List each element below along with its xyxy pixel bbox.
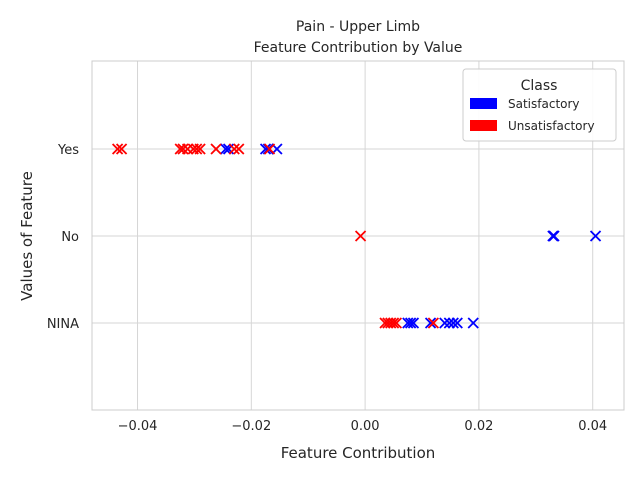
y-tick-label: Yes [57,143,79,158]
y-axis-label: Values of Feature [18,171,36,301]
x-tick-label: −0.04 [118,419,158,434]
data-point [263,143,276,155]
y-tick-labels: Yes No NINA [47,143,79,332]
x-tick-label: 0.00 [351,419,380,434]
legend-swatch-unsatisfactory [470,120,497,131]
legend: Class Satisfactory Unsatisfactory [462,68,617,142]
data-point [354,230,367,242]
data-point [210,143,222,155]
data-point [387,317,400,329]
legend-title: Class [521,78,558,94]
data-point [177,143,189,155]
data-point [548,230,560,242]
data-points [111,143,602,329]
x-tick-label: 0.04 [578,419,607,434]
x-tick-label: −0.02 [231,419,271,434]
data-point [447,317,459,329]
legend-swatch-satisfactory [470,98,497,109]
plot-frame [91,60,625,411]
legend-box [462,68,617,142]
data-point [404,317,417,329]
y-tick-label: NINA [47,317,79,332]
x-tick-labels: −0.04 −0.02 0.00 0.02 0.04 [118,419,608,434]
data-point [589,230,602,242]
x-axis-label: Feature Contribution [281,444,436,462]
data-point [424,317,437,329]
data-point [191,143,203,155]
legend-label-unsatisfactory: Unsatisfactory [508,119,595,133]
y-tick-label: No [61,230,79,245]
chart-title: Pain - Upper Limb [296,19,420,35]
data-point [115,143,128,155]
chart-subtitle: Feature Contribution by Value [254,40,463,56]
legend-label-satisfactory: Satisfactory [508,97,580,111]
data-point [228,143,240,155]
data-point [451,317,463,329]
data-point [390,317,403,329]
data-point [194,143,206,155]
data-point [407,317,420,329]
data-point [259,143,272,155]
data-point [439,317,451,329]
x-tick-label: 0.02 [464,419,493,434]
data-point [427,317,440,329]
data-point [233,143,245,155]
data-point [111,143,124,155]
data-point [220,143,232,155]
data-point [467,317,479,329]
data-point [443,317,455,329]
